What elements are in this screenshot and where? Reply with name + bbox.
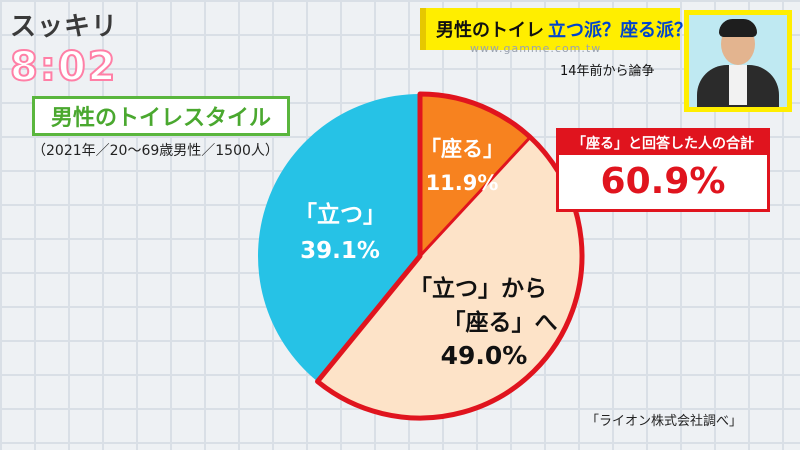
survey-note: （2021年／20～69歳男性／1500人） <box>32 143 279 159</box>
slice-divider <box>418 136 532 258</box>
slice-stand <box>257 94 420 382</box>
clock: 8:02 <box>9 43 118 91</box>
slice-value-stand: 39.1% <box>300 238 380 264</box>
topic-text-main: 男性のトイレ <box>436 20 544 41</box>
watermark: www.gamme.com.tw <box>470 42 602 55</box>
topic-text-question: 立つ派？座る派？ <box>548 20 692 41</box>
topic-banner: 男性のトイレ 立つ派？座る派？ <box>420 8 692 50</box>
slice-label-stand-to-sit-line2: 「座る」へ <box>443 309 558 336</box>
topic-subtitle: 14年前から論争 <box>560 64 655 79</box>
sit-total-highlight <box>315 91 585 421</box>
chart-title: 男性のトイレスタイル <box>32 96 290 136</box>
program-logo: スッキリ <box>10 12 119 42</box>
slice-value-stand-to-sit: 49.0% <box>441 341 528 370</box>
slice-stand-to-sit <box>317 137 583 419</box>
callout-value: 60.9% <box>600 161 726 202</box>
slice-label-sit: 「座る」 <box>420 137 504 161</box>
sit-total-callout: 「座る」と回答した人の合計 60.9% <box>556 128 770 212</box>
slice-value-sit: 11.9% <box>426 171 499 195</box>
slice-sit <box>420 94 531 256</box>
slice-label-stand: 「立つ」 <box>294 201 386 228</box>
presenter-photo <box>684 10 792 112</box>
callout-heading: 「座る」と回答した人の合計 <box>559 131 767 155</box>
slice-label-stand-to-sit-line1: 「立つ」から <box>409 275 547 302</box>
source-note: 「ライオン株式会社調べ」 <box>586 414 743 429</box>
